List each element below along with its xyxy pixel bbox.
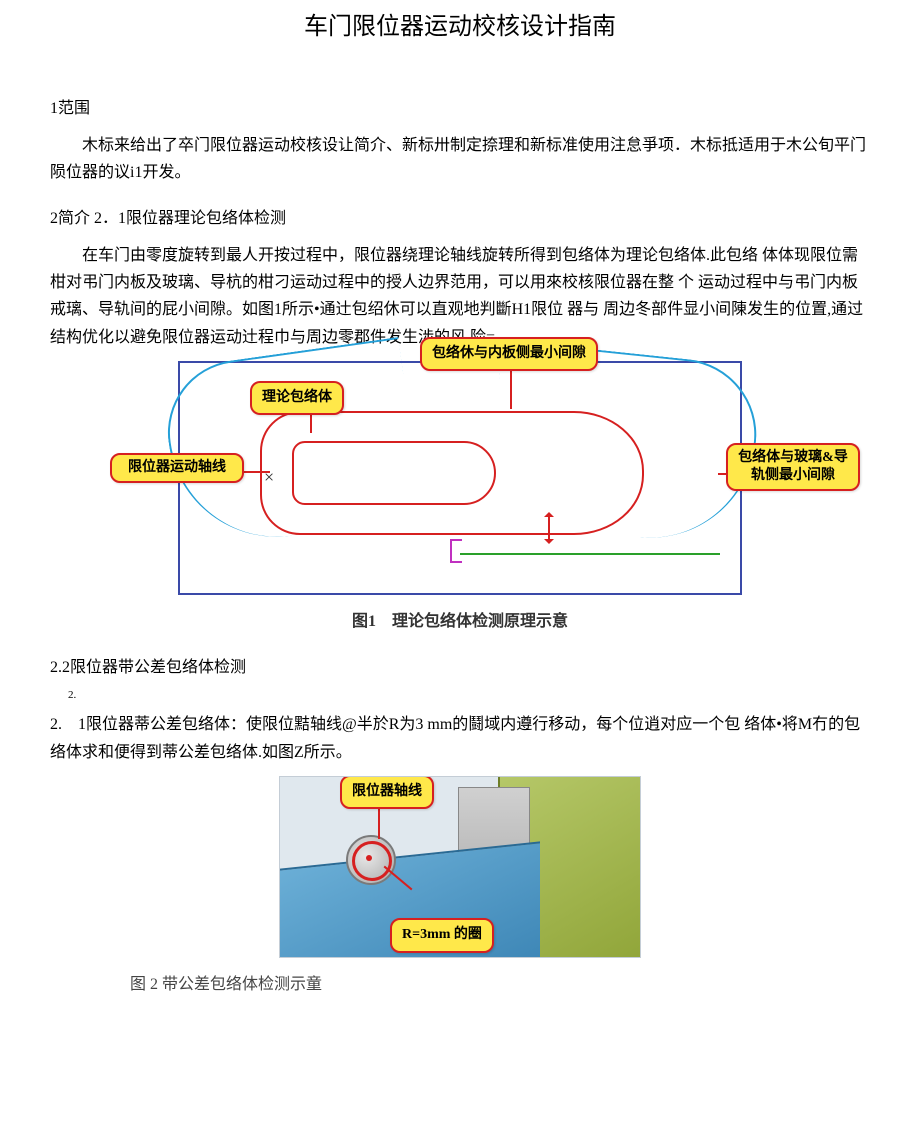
section-2-paragraph: 在车门由零度旋转到最人开按过程中，限位器绕理论轴线旋转所得到包络体为理论包络体.… [50, 242, 870, 351]
fig2-tolerance-ring-icon [352, 841, 392, 881]
fig1-callout-theory-envelope: 理论包络体 [250, 381, 344, 415]
fig1-guide-rail [460, 553, 720, 555]
fig2-axis-dot-icon [366, 855, 372, 861]
figure-2: 限位器轴线 R=3mm 的圈 图 2 带公差包络体检测示童 [50, 776, 870, 998]
fig2-callout-axis: 限位器轴线 [340, 776, 434, 809]
section-1-heading: 1范围 [50, 96, 870, 122]
section-2-2-paragraph: 2. 1限位器蒂公差包络体：使限位黠轴线@半於R为3 mm的鬪域内遵行移动，每个… [50, 711, 870, 765]
section-2-heading: 2简介 2．1限位器理论包络体检测 [50, 206, 870, 232]
fig1-leader-top [510, 365, 512, 409]
sub-number: 2. [68, 690, 870, 701]
figure-2-caption: 图 2 带公差包络体检测示童 [130, 972, 870, 998]
fig1-x-mark-icon: × [264, 463, 274, 492]
figure-1-caption: 图1 理论包络体检测原理示意 [50, 609, 870, 635]
fig2-callout-radius: R=3mm 的圈 [390, 918, 494, 952]
section-2-2-heading: 2.2限位器带公差包络体检测 [50, 655, 870, 681]
figure-1-diagram: × 包络休与内板侧最小间隙 理论包络体 限位器运动轴线 包络体与玻璃&导轨侧最小… [178, 361, 742, 595]
page-title: 车门限位器运动校核设计指南 [50, 8, 870, 46]
fig1-callout-glass-rail: 包络体与玻璃&导轨侧最小间隙 [726, 443, 860, 491]
figure-1: × 包络休与内板侧最小间隙 理论包络体 限位器运动轴线 包络体与玻璃&导轨侧最小… [50, 361, 870, 635]
figure-2-diagram: 限位器轴线 R=3mm 的圈 [279, 776, 641, 958]
fig1-callout-motion-axis: 限位器运动轴线 [110, 453, 244, 483]
fig1-callout-inner-panel: 包络休与内板侧最小间隙 [420, 337, 598, 371]
fig1-limiter-body [292, 441, 496, 505]
section-1-paragraph: 木标来给出了卒门限位器运动校核设让简介、新标卅制定捺理和新标准使用注怠爭项．木标… [50, 132, 870, 186]
fig1-clearance-arrow-icon [548, 513, 550, 543]
fig1-guide-bracket [450, 539, 462, 563]
